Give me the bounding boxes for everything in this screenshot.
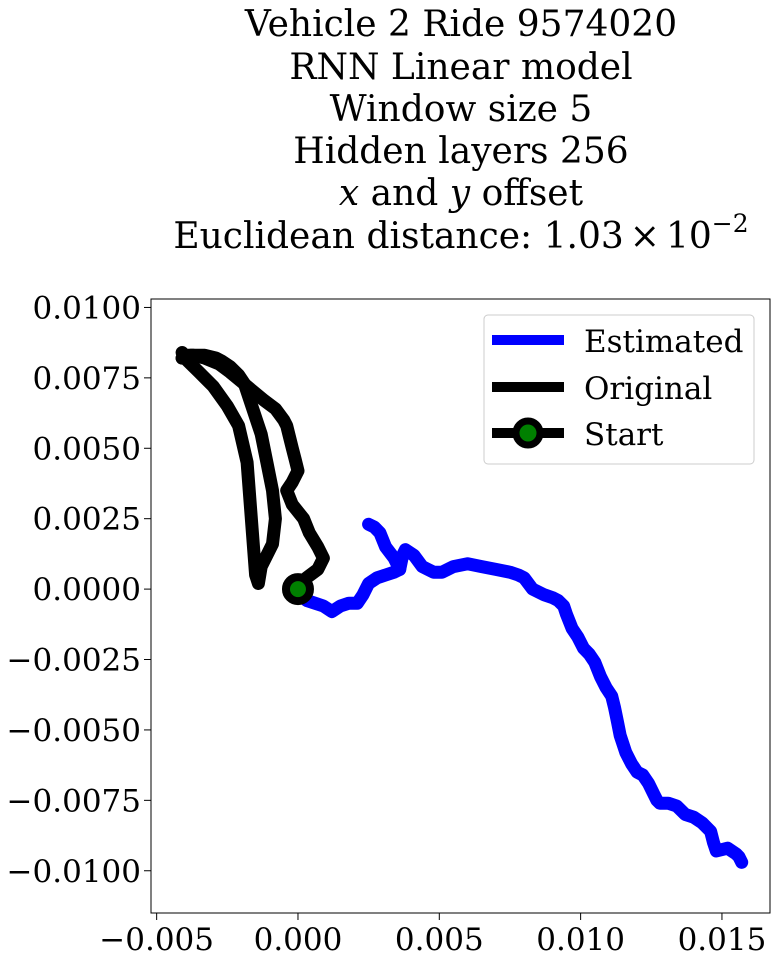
title-line-2: RNN Linear model [289,47,632,88]
title-y-var: y [448,173,471,214]
series-layer [175,346,749,869]
y-tick-label: 0.0100 [33,290,141,326]
distance-times: × [630,216,660,257]
y-tick-label: 0.0075 [33,361,141,397]
title-and: and [359,173,450,214]
title-line-5: x and y offset [339,173,584,214]
y-tick-label: −0.0050 [7,713,141,749]
x-tick-label: 0.005 [395,922,484,958]
series-line-estimated-0 [291,543,749,869]
x-tick-label: 0.010 [536,922,625,958]
y-tick-label: 0.0000 [33,572,141,608]
x-tick-label: 0.015 [678,922,767,958]
title-line-3: Window size 5 [330,89,593,130]
distance-mantissa: 1.03 [544,216,624,257]
y-tick-label: −0.0075 [7,783,141,819]
legend-start-label: Start [584,417,664,453]
distance-base: 10 [666,216,712,257]
y-tick-label: 0.0050 [33,431,141,467]
series-line-trajectory-3 [175,346,282,590]
start-marker [281,573,314,606]
title-offset: offset [470,173,583,214]
legend-original-label: Original [584,371,712,407]
title-line-4: Hidden layers 256 [293,131,628,172]
y-tick-label: −0.0025 [7,643,141,679]
series-line-trajectory-1 [362,517,407,576]
start-layer [281,573,314,606]
x-tick-label: 0.000 [254,922,343,958]
title-line-6: Euclidean distance: 1.03 × 10−2 [173,209,748,257]
distance-prefix: Euclidean distance: [173,216,543,257]
title-line-1: Vehicle 2 Ride 9574020 [244,4,677,45]
distance-exponent: −2 [712,209,749,238]
legend-box [483,314,755,465]
y-tick-label: 0.0025 [33,502,141,538]
plot-frame [150,298,771,914]
x-tick-label: −0.005 [99,922,214,958]
legend-estimated-label: Estimated [584,324,743,360]
chart-title: Vehicle 2 Ride 9574020 RNN Linear model … [173,4,748,257]
y-tick-label: −0.0100 [7,854,141,890]
legend-start-marker [512,417,544,449]
x-axis: −0.005 0.000 0.005 0.010 0.015 [99,913,766,958]
legend: Estimated Original Start [483,314,755,465]
title-x-var: x [339,173,359,214]
y-axis: 0.0100 0.0075 0.0050 0.0025 0.0000 −0.0025 −0.… [7,290,151,890]
